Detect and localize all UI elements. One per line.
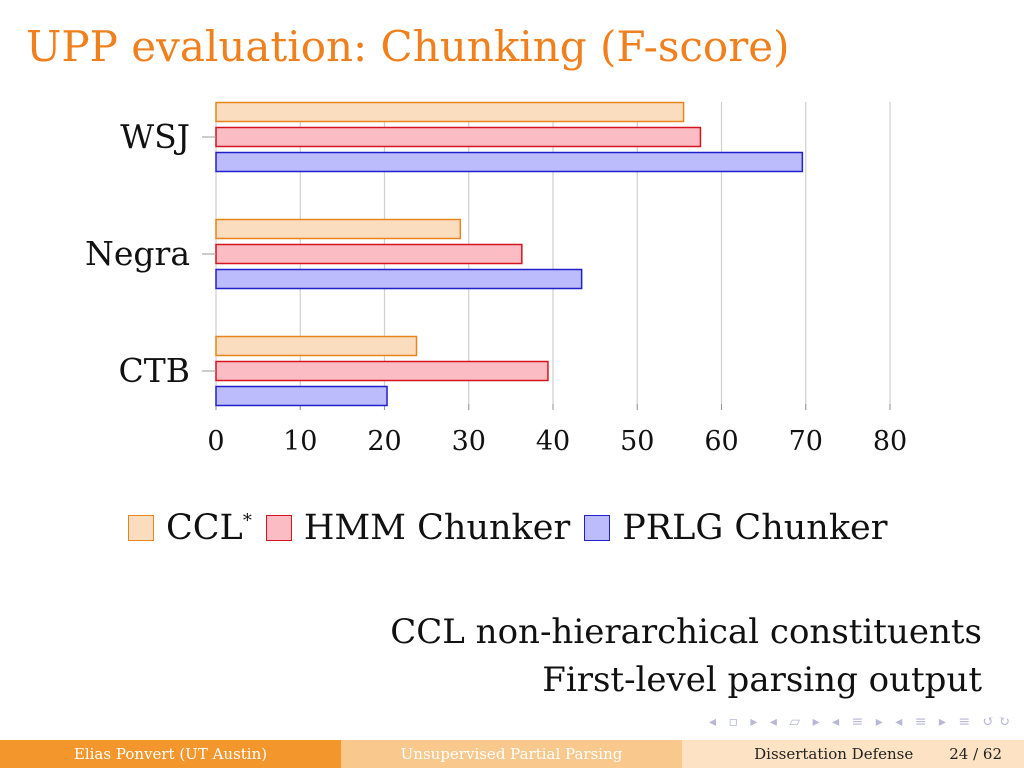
bar-0-1 bbox=[215, 126, 702, 148]
footer-bar: Elias Ponvert (UT Austin) Unsupervised P… bbox=[0, 740, 1024, 768]
legend-label-ccl: CCL* bbox=[166, 508, 252, 548]
bar-chart: WSJ Negra CTB 0 10 20 30 40 50 60 70 80 bbox=[85, 101, 907, 457]
note-line-2: First-level parsing output bbox=[542, 660, 982, 700]
legend-swatch-ccl bbox=[128, 515, 154, 541]
x-tick-label: 70 bbox=[789, 426, 823, 457]
legend-label-prlg: PRLG Chunker bbox=[622, 508, 888, 548]
legend-swatch-hmm bbox=[265, 515, 292, 541]
legend-item-prlg: PRLG Chunker bbox=[584, 508, 888, 548]
footer-talk-title: Unsupervised Partial Parsing bbox=[341, 740, 682, 768]
bar-2-1 bbox=[215, 360, 549, 382]
bars bbox=[215, 101, 804, 407]
footer-author: Elias Ponvert (UT Austin) bbox=[0, 740, 341, 768]
x-tick-label: 40 bbox=[536, 426, 570, 457]
legend-item-hmm: HMM Chunker bbox=[265, 508, 571, 548]
category-label: CTB bbox=[118, 351, 190, 390]
x-tick-label: 50 bbox=[620, 426, 654, 457]
bar-1-2 bbox=[215, 268, 583, 290]
bar-1-0 bbox=[215, 218, 462, 240]
x-tick-label: 60 bbox=[704, 426, 738, 457]
x-tick-label: 0 bbox=[207, 426, 224, 457]
bar-0-0 bbox=[215, 101, 685, 123]
footer-event: Dissertation Defense 24 / 62 bbox=[682, 740, 1024, 768]
x-tick-label: 30 bbox=[452, 426, 486, 457]
legend-swatch-prlg bbox=[584, 515, 611, 541]
legend-label-hmm: HMM Chunker bbox=[303, 508, 571, 548]
x-tick-label: 20 bbox=[367, 426, 401, 457]
chart-legend: CCL* HMM Chunker PRLG Chunker bbox=[128, 508, 902, 548]
x-tick-label: 10 bbox=[283, 426, 317, 457]
footer-page-number: 24 / 62 bbox=[949, 745, 1002, 763]
beamer-navigation-icons[interactable]: ◂ ▫ ▸ ◂ ▱ ▸ ◂ ≡ ▸ ◂ ≡ ▸ ≡ ↺↻ bbox=[709, 714, 1014, 730]
category-label: WSJ bbox=[120, 117, 190, 156]
category-label: Negra bbox=[85, 234, 190, 273]
legend-item-ccl: CCL* bbox=[128, 508, 252, 548]
bar-1-1 bbox=[215, 243, 523, 265]
note-line-1: CCL non-hierarchical constituents bbox=[390, 612, 982, 652]
slide-title: UPP evaluation: Chunking (F-score) bbox=[26, 22, 790, 71]
category-labels: WSJ Negra CTB bbox=[85, 117, 216, 390]
bar-2-2 bbox=[215, 385, 388, 407]
x-tick-labels: 0 10 20 30 40 50 60 70 80 bbox=[207, 426, 907, 457]
bar-2-0 bbox=[215, 335, 418, 357]
bar-0-2 bbox=[215, 151, 804, 173]
x-tick-label: 80 bbox=[873, 426, 907, 457]
footer-event-name: Dissertation Defense bbox=[754, 745, 914, 763]
